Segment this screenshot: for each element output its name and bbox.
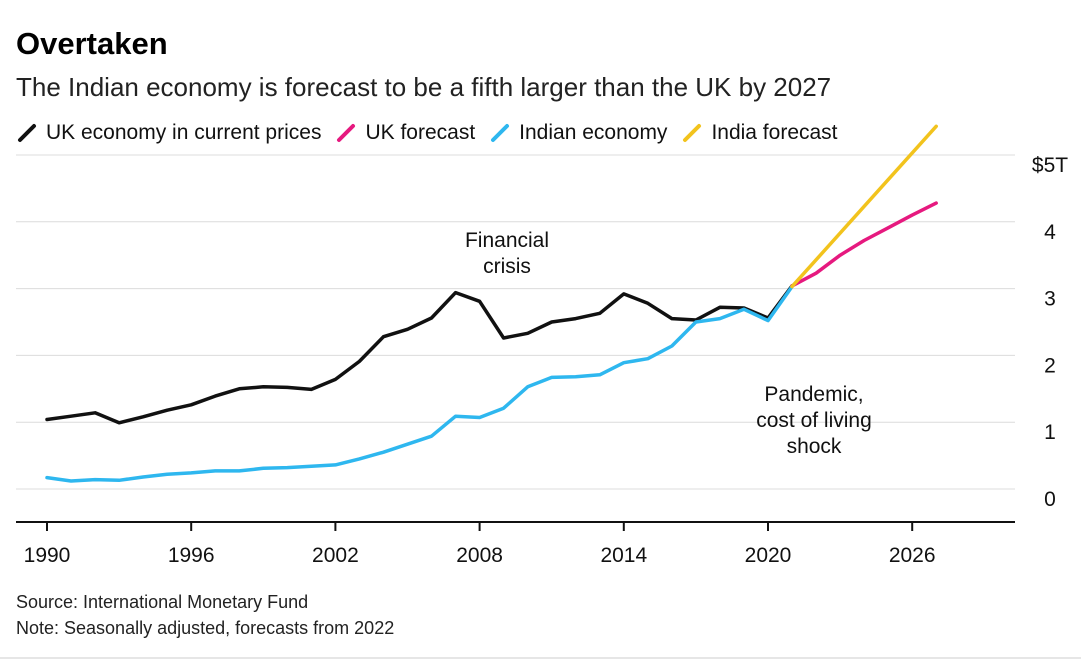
x-tick-label: 2026 [889, 544, 936, 567]
y-tick-label: 1 [1044, 421, 1056, 444]
x-tick-label: 2020 [745, 544, 792, 567]
line-chart: 0 1 2 3 4 $5T 1990 1996 2002 2008 2014 2020 2026 Fin… [16, 124, 1068, 567]
legend-swatch-india-forecast [681, 122, 703, 144]
annotation-text: crisis [483, 255, 531, 278]
x-tick-label: 2014 [600, 544, 647, 567]
y-tick-label: 4 [1044, 221, 1056, 244]
legend-item-uk-economy: UK economy in current prices [16, 121, 321, 145]
annotation-text: cost of living [756, 409, 872, 432]
annotation-pandemic: Pandemic, cost of living shock [756, 383, 872, 458]
legend-swatch-indian-economy [489, 122, 511, 144]
annotation-text: shock [787, 435, 842, 458]
legend-swatch-uk-economy [16, 122, 38, 144]
y-tick-label: 2 [1044, 354, 1056, 377]
annotation-financial-crisis: Financial crisis [465, 229, 549, 278]
legend-swatch-uk-forecast [335, 122, 357, 144]
y-tick-label: 3 [1044, 288, 1056, 311]
series-line-indian-economy [45, 284, 794, 483]
legend-label-india-forecast: India forecast [711, 121, 838, 144]
legend-swatch-line [18, 124, 36, 142]
y-tick-label: $5T [1032, 154, 1068, 177]
x-tick-label: 2002 [312, 544, 359, 567]
legend-swatch-line [491, 124, 510, 142]
legend: UK economy in current prices UK forecast… [16, 118, 852, 148]
series-line-uk-forecast [790, 201, 938, 288]
methodology-note: Note: Seasonally adjusted, forecasts fro… [16, 618, 395, 638]
y-tick-label: 0 [1044, 488, 1056, 511]
legend-label-uk-economy: UK economy in current prices [46, 121, 322, 144]
legend-item-indian-economy: Indian economy [489, 121, 667, 145]
x-tick-label: 1990 [24, 544, 71, 567]
legend-swatch-line [337, 124, 356, 142]
bottom-divider [0, 657, 1081, 659]
series-line-uk-economy-in-current-prices [45, 284, 794, 425]
x-tick-label: 1996 [168, 544, 215, 567]
source-note: Source: International Monetary Fund [16, 592, 309, 612]
legend-label-indian-economy: Indian economy [519, 121, 668, 144]
annotations: Financial crisis Pandemic, cost of living sh… [465, 229, 872, 458]
annotation-text: Financial [465, 229, 549, 252]
chart-subtitle: The Indian economy is forecast to be a f… [16, 72, 832, 102]
series-line-india-forecast [790, 124, 938, 289]
annotation-text: Pandemic, [764, 383, 863, 406]
x-tick-label: 2008 [456, 544, 503, 567]
chart-title: Overtaken [16, 26, 168, 61]
series-lines [45, 124, 938, 483]
legend-label-uk-forecast: UK forecast [365, 121, 476, 144]
legend-item-india-forecast: India forecast [681, 121, 838, 145]
legend-swatch-line [683, 124, 702, 142]
legend-item-uk-forecast: UK forecast [335, 121, 475, 145]
axes: 0 1 2 3 4 $5T 1990 1996 2002 2008 2014 2020 2026 [16, 154, 1068, 567]
